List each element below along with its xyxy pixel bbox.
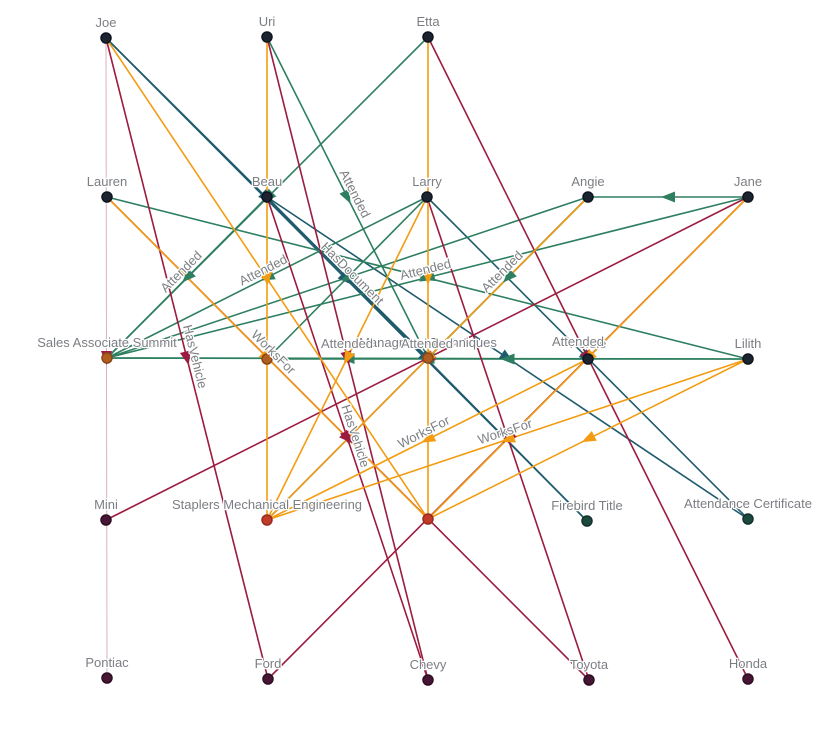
edge-arrowhead-icon <box>342 269 356 283</box>
edge-arrowhead-icon <box>261 271 273 286</box>
node-label-mt: Managment Techniques <box>359 335 497 350</box>
graph-node-lauren[interactable] <box>101 191 113 203</box>
edge-arrowhead-icon <box>182 268 196 283</box>
graph-node-pontiac[interactable] <box>101 672 113 684</box>
graph-node-larry[interactable] <box>421 191 433 203</box>
graph-node-uri[interactable] <box>261 31 273 43</box>
node-label-staplers: Staplers Mechanical Engineering <box>172 497 362 512</box>
graph-node-etta[interactable] <box>422 31 434 43</box>
node-label-sas: Sales Associate Summit <box>37 335 177 350</box>
node-label-lauren: Lauren <box>87 174 127 189</box>
edge-label-attended: Attended <box>552 334 604 349</box>
edge-arrowhead-icon <box>500 353 515 365</box>
node-label-chevy: Chevy <box>410 657 447 672</box>
node-label-lilith: Lilith <box>735 336 762 351</box>
edge-arrowhead-icon <box>422 271 434 285</box>
graph-node-staplers[interactable] <box>261 514 273 526</box>
node-label-mini: Mini <box>94 497 118 512</box>
node-label-toyota: Toyota <box>570 657 609 672</box>
node-label-uri: Uri <box>259 14 276 29</box>
node-label-angie: Angie <box>571 174 604 189</box>
edge-arrowhead-icon <box>421 431 437 443</box>
edge-arrowhead-icon <box>503 268 517 283</box>
node-label-etta: Etta <box>416 14 440 29</box>
node-label-pontiac: Pontiac <box>85 655 129 670</box>
edge-label-attended: Attended <box>401 336 453 351</box>
graph-node-beau[interactable] <box>261 191 273 203</box>
graph-node-chevy[interactable] <box>422 674 434 686</box>
graph-node-mini[interactable] <box>100 514 112 526</box>
edge-arrowhead-icon <box>581 430 597 443</box>
graph-node-ev2[interactable] <box>261 353 273 365</box>
edge-arrowhead-icon <box>343 349 356 365</box>
graph-node-cert[interactable] <box>742 513 754 525</box>
node-label-joe: Joe <box>96 15 117 30</box>
graph-node-co2[interactable] <box>422 513 434 525</box>
graph-node-mt[interactable] <box>422 352 434 364</box>
node-label-persie: Persie <box>570 336 607 351</box>
graph-node-angie[interactable] <box>582 191 594 203</box>
node-label-firebird: Firebird Title <box>551 498 623 513</box>
graph-node-toyota[interactable] <box>583 674 595 686</box>
node-label-honda: Honda <box>729 656 768 671</box>
node-label-larry: Larry <box>412 174 442 189</box>
node-label-beau: Beau <box>252 174 282 189</box>
graph-node-persie[interactable] <box>582 353 594 365</box>
node-label-ford: Ford <box>255 656 282 671</box>
node-label-cert: Attendance Certificate <box>684 496 812 511</box>
node-label-jane: Jane <box>734 174 762 189</box>
graph-node-honda[interactable] <box>742 673 754 685</box>
edge-arrowhead-icon <box>339 429 353 444</box>
edge-arrowhead-icon <box>339 188 351 204</box>
graph-node-lilith[interactable] <box>742 353 754 365</box>
edge-arrowhead-icon <box>500 432 516 443</box>
graph-node-sas[interactable] <box>101 352 113 364</box>
graph-node-firebird[interactable] <box>581 515 593 527</box>
edge-arrowhead-icon <box>661 191 675 203</box>
graph-node-jane[interactable] <box>742 191 754 203</box>
graph-node-ford[interactable] <box>262 673 274 685</box>
edge-label-attended: Attended <box>321 336 373 351</box>
edge-arrowhead-icon <box>179 350 191 366</box>
graph-node-joe[interactable] <box>100 32 112 44</box>
